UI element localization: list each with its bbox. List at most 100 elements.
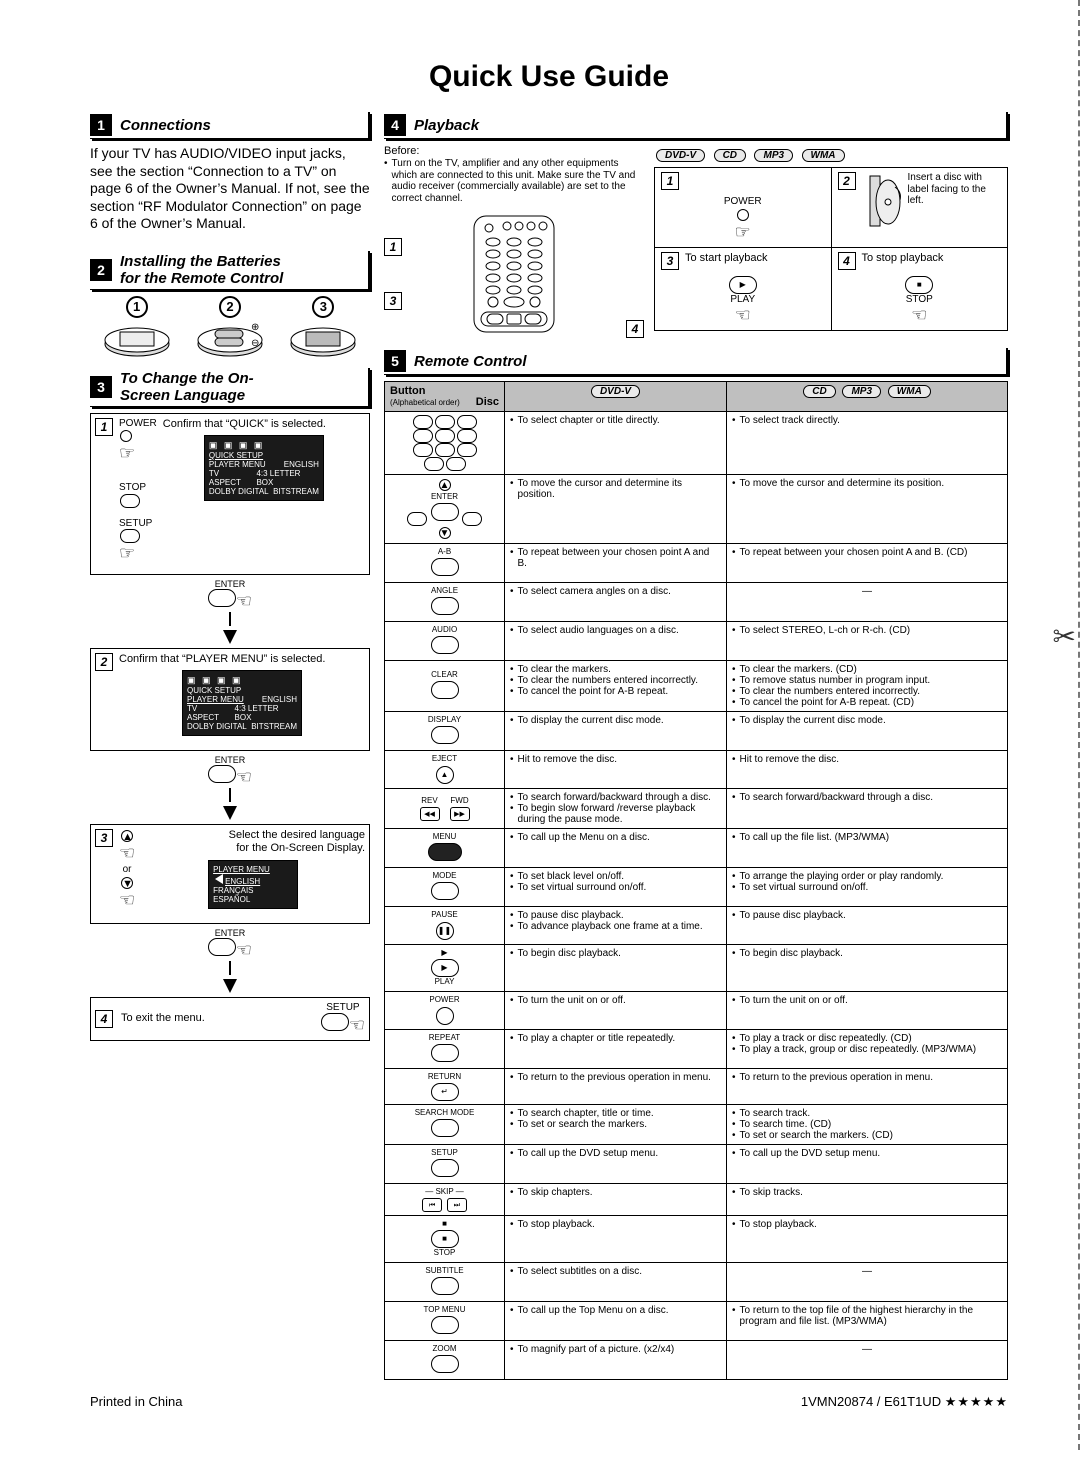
btn-cell: TOP MENU xyxy=(385,1301,505,1340)
svg-text:⊕: ⊕ xyxy=(251,322,259,333)
s3-step1-row: 1 POWER ☞ STOP SETUP xyxy=(95,418,365,565)
pb-cell-2: 2 Insert a disc with label facing to the… xyxy=(832,168,1008,247)
arrow-down-3 xyxy=(223,979,237,993)
btn-cell: PAUSE❚❚ xyxy=(385,906,505,944)
enter-3: ENTER xyxy=(90,928,370,938)
section-3-title: To Change the On- Screen Language xyxy=(120,370,254,404)
pb3-badge: 3 xyxy=(661,252,679,270)
setup-btn-icon-2 xyxy=(321,1013,349,1031)
playback-right: DVD-V CD MP3 WMA 1 POWER ☞ xyxy=(654,145,1008,338)
svg-text:⊖: ⊖ xyxy=(251,338,259,349)
step3-text2: for the On-Screen Display. xyxy=(141,842,365,855)
cd-cell: To arrange the playing order or play ran… xyxy=(727,867,1008,906)
table-row: ANGLETo select camera angles on a disc.— xyxy=(385,582,1008,621)
cd-cell: — xyxy=(727,1340,1008,1379)
stop-btn-icon xyxy=(120,494,140,508)
th-cd: CD xyxy=(803,385,835,398)
table-row: AUDIOTo select audio languages on a disc… xyxy=(385,621,1008,660)
enter-press-2: ☜ xyxy=(90,765,370,788)
s3-step4: 4 To exit the menu. SETUP ☜ xyxy=(90,997,370,1042)
cd-cell: To skip tracks. xyxy=(727,1183,1008,1215)
stop-sym: ■ xyxy=(917,280,922,289)
s2-l2: for the Remote Control xyxy=(120,270,283,287)
section-1-number: 1 xyxy=(90,114,112,136)
s3-step2-row: 2 Confirm that “PLAYER MENU” is selected… xyxy=(95,653,365,740)
dvd-cell: To skip chapters. xyxy=(505,1183,727,1215)
setup-btn-icon xyxy=(120,529,140,543)
enter-btn-icon-3 xyxy=(208,938,236,956)
cd-cell: To call up the DVD setup menu. xyxy=(727,1144,1008,1183)
cd-cell: Hit to remove the disc. xyxy=(727,750,1008,788)
table-row: — SKIP —⏮ ⏭To skip chapters.To skip trac… xyxy=(385,1183,1008,1215)
step-3-badge: 3 xyxy=(95,829,113,847)
pb3-btn: PLAY xyxy=(661,294,825,306)
cd-cell: — xyxy=(727,582,1008,621)
battery-step-1: 1 xyxy=(102,296,172,358)
btn-cell: RETURN↵ xyxy=(385,1068,505,1104)
cd-cell: To display the current disc mode. xyxy=(727,711,1008,750)
btn-cell: EJECT▲ xyxy=(385,750,505,788)
before-label: Before: xyxy=(384,145,644,158)
btn-cell: REPEAT xyxy=(385,1029,505,1068)
btn-cell: SEARCH MODE xyxy=(385,1104,505,1144)
arrow-stem-3 xyxy=(229,961,231,975)
cd-cell: To return to the top file of the highest… xyxy=(727,1301,1008,1340)
circle-2: 2 xyxy=(219,296,241,318)
pb1-content: POWER ☞ xyxy=(661,196,825,243)
osd-2: ▣ ▣ ▣ ▣ QUICK SETUP PLAYER MENUENGLISH T… xyxy=(182,670,302,736)
dvd-cell: To begin disc playback. xyxy=(505,944,727,991)
cd-cell: — xyxy=(727,1262,1008,1301)
section-2-title: Installing the Batteries for the Remote … xyxy=(120,253,283,287)
btn-cell: POWER xyxy=(385,991,505,1029)
section-5-header: 5 Remote Control xyxy=(384,348,1008,375)
dvd-cell: To call up the Menu on a disc. xyxy=(505,828,727,867)
table-row: To select chapter or title directly.To s… xyxy=(385,412,1008,475)
dvd-cell: To clear the markers.To clear the number… xyxy=(505,660,727,711)
pb3-text: To start playback xyxy=(685,252,768,270)
table-row: SEARCH MODETo search chapter, title or t… xyxy=(385,1104,1008,1144)
left-column: 1 Connections If your TV has AUDIO/VIDEO… xyxy=(90,112,370,1380)
osd1r1a: QUICK SETUP xyxy=(209,451,263,460)
th-dvdv: DVD-V xyxy=(591,385,640,398)
dvd-cell: Hit to remove the disc. xyxy=(505,750,727,788)
enter-btn-icon-2 xyxy=(208,765,236,783)
btn-cell: MODE xyxy=(385,867,505,906)
cd-cell: To search track.To search time. (CD)To s… xyxy=(727,1104,1008,1144)
table-row: CLEARTo clear the markers.To clear the n… xyxy=(385,660,1008,711)
cd-cell: To select track directly. xyxy=(727,412,1008,475)
btn-cell: CLEAR xyxy=(385,660,505,711)
table-row: ZOOMTo magnify part of a picture. (x2/x4… xyxy=(385,1340,1008,1379)
s3-step2: 2 Confirm that “PLAYER MENU” is selected… xyxy=(90,648,370,751)
btn-cell: A-B xyxy=(385,543,505,582)
step3-text1: Select the desired language xyxy=(141,829,365,842)
fmt-wma: WMA xyxy=(802,149,845,162)
battery-steps: 1 2 ⊕ ⊖ 3 xyxy=(90,296,370,358)
section-4-title: Playback xyxy=(414,117,479,134)
pb-cell-4: 4 To stop playback ■ STOP ☜ xyxy=(832,248,1008,331)
pb1-power: POWER xyxy=(661,196,825,208)
scissors-icon: ✂ xyxy=(1053,620,1076,653)
section-1-text: If your TV has AUDIO/VIDEO input jacks, … xyxy=(90,145,370,233)
osd3r3: FRANÇAIS xyxy=(213,886,293,895)
btn-cell: ANGLE xyxy=(385,582,505,621)
dvd-cell: To magnify part of a picture. (x2/x4) xyxy=(505,1340,727,1379)
th-col2: CD MP3 WMA xyxy=(727,382,1008,412)
dvd-cell: To select camera angles on a disc. xyxy=(505,582,727,621)
battery-step-2: 2 ⊕ ⊖ xyxy=(195,296,265,358)
fmt-mp3: MP3 xyxy=(754,149,793,162)
cd-cell: To return to the previous operation in m… xyxy=(727,1068,1008,1104)
circle-1: 1 xyxy=(126,296,148,318)
dvd-cell: To move the cursor and determine its pos… xyxy=(505,475,727,543)
osd-3: PLAYER MENU ENGLISH FRANÇAIS ESPAÑOL xyxy=(208,860,298,909)
table-row: REV◀◀FWD▶▶To search forward/backward thr… xyxy=(385,788,1008,828)
footer-stars: ★★★★★ xyxy=(945,1394,1008,1409)
arrows-col: ▲ ☜ or ▼ ☜ xyxy=(119,829,135,912)
columns: 1 Connections If your TV has AUDIO/VIDEO… xyxy=(90,112,1008,1380)
circle-3: 3 xyxy=(312,296,334,318)
cd-cell: To pause disc playback. xyxy=(727,906,1008,944)
table-row: MODETo set black level on/off.To set vir… xyxy=(385,867,1008,906)
r-step-3: 3 xyxy=(384,292,402,310)
step-4-badge: 4 xyxy=(95,1010,113,1028)
btn-cell: ▶▶PLAY xyxy=(385,944,505,991)
osd1r3b: 4:3 LETTER BOX xyxy=(256,469,318,487)
